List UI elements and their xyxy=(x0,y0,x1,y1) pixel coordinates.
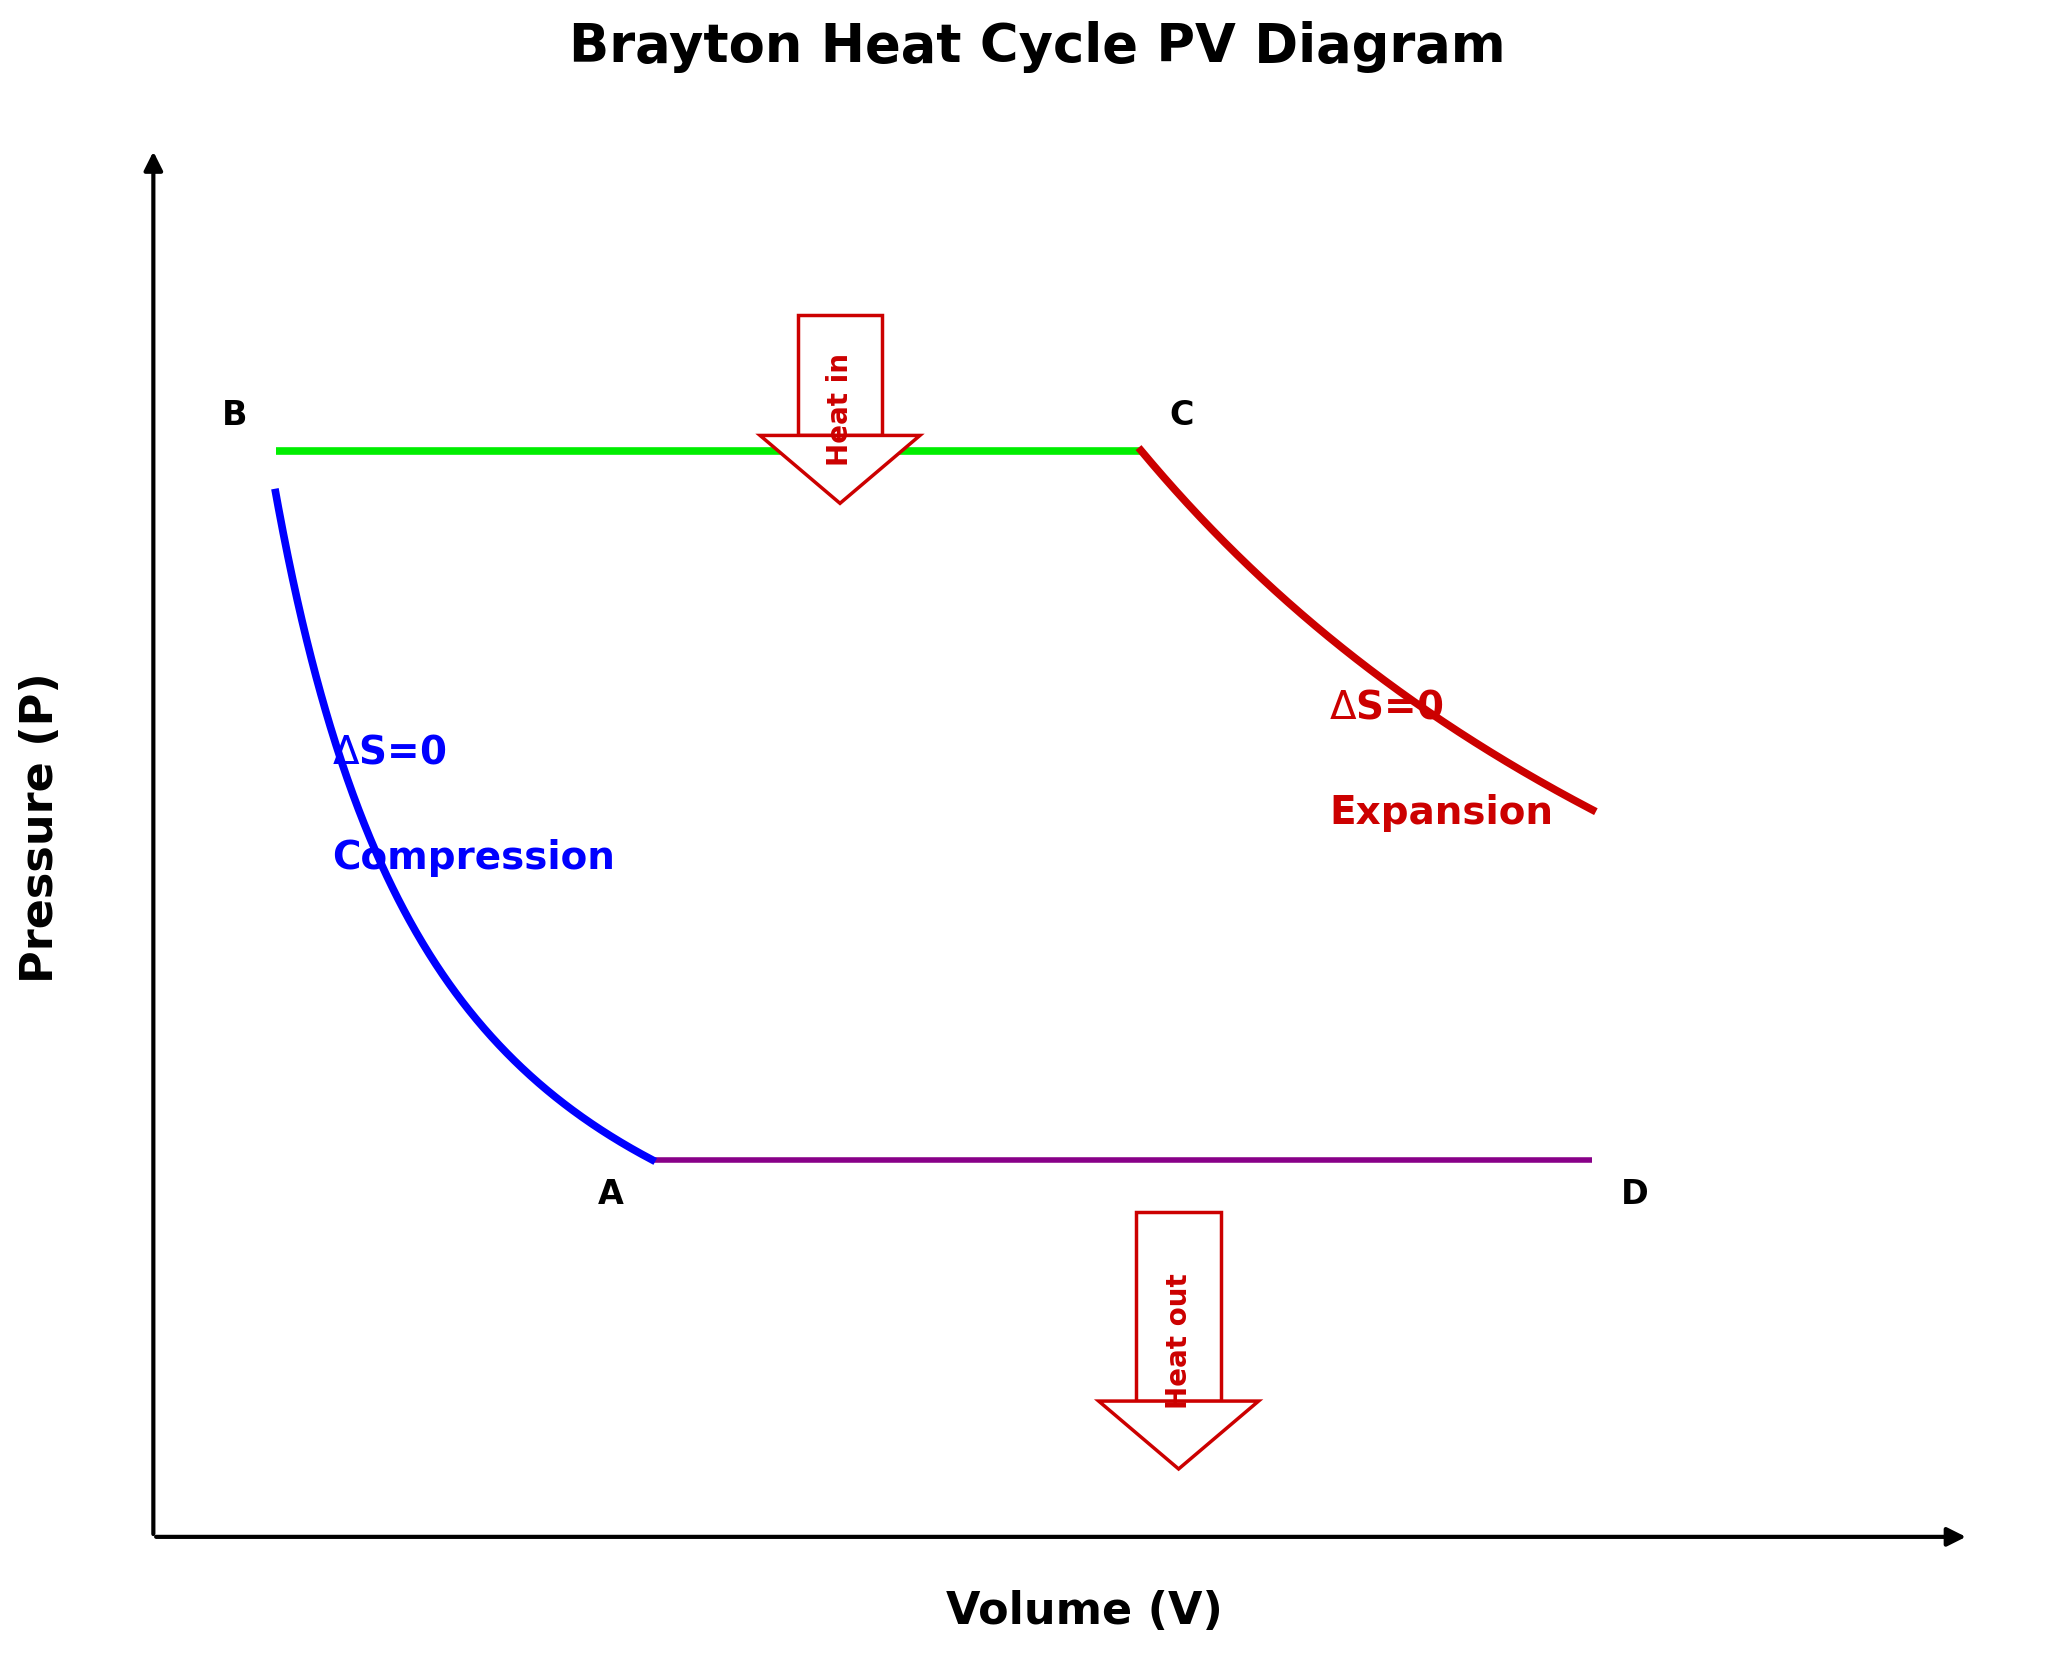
Text: D: D xyxy=(1620,1178,1649,1211)
Text: Heat in: Heat in xyxy=(827,353,853,466)
Polygon shape xyxy=(1099,1402,1258,1470)
Text: Heat out: Heat out xyxy=(1164,1273,1193,1408)
Title: Brayton Heat Cycle PV Diagram: Brayton Heat Cycle PV Diagram xyxy=(569,22,1506,73)
Text: A: A xyxy=(597,1178,624,1211)
Bar xyxy=(798,315,882,436)
Text: Compression: Compression xyxy=(331,838,616,877)
Bar xyxy=(1136,1213,1221,1402)
Text: Expansion: Expansion xyxy=(1330,794,1553,832)
Text: Volume (V): Volume (V) xyxy=(945,1589,1224,1632)
Text: C: C xyxy=(1168,399,1193,432)
Polygon shape xyxy=(759,436,921,504)
Text: $\Delta$S=0: $\Delta$S=0 xyxy=(331,734,446,771)
Text: B: B xyxy=(221,399,248,432)
Text: Pressure (P): Pressure (P) xyxy=(18,673,61,983)
Text: $\Delta$S=0: $\Delta$S=0 xyxy=(1330,688,1442,726)
